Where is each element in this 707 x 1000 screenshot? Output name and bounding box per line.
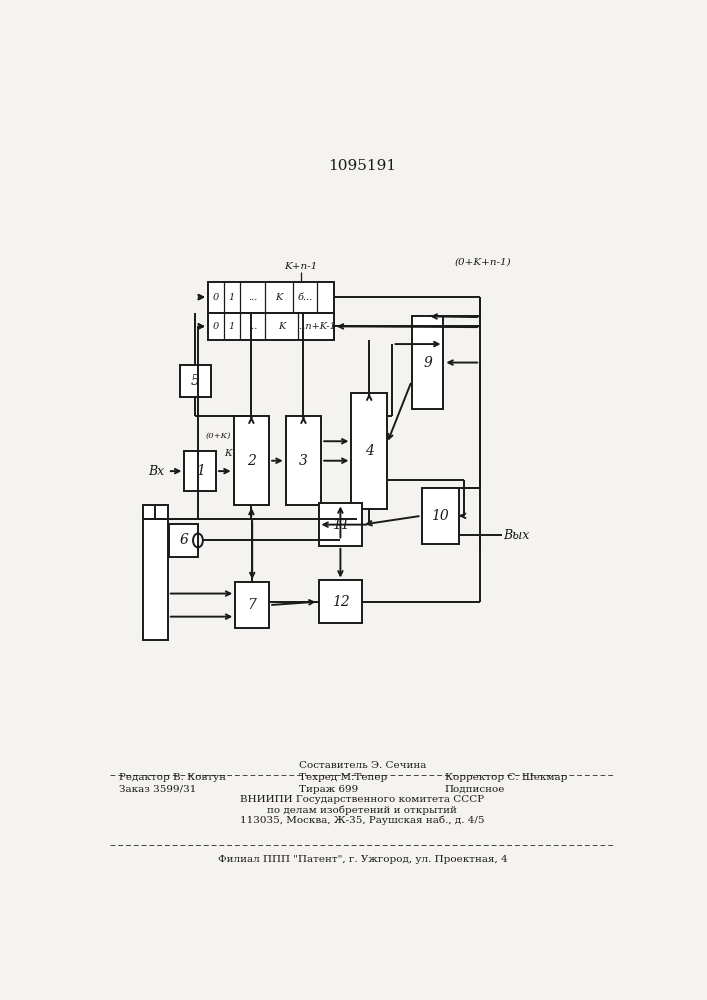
Bar xyxy=(351,393,387,509)
Text: 113035, Москва, Ж-35, Раушская наб., д. 4/5: 113035, Москва, Ж-35, Раушская наб., д. … xyxy=(240,815,484,825)
Text: 9: 9 xyxy=(423,356,432,370)
Text: 3: 3 xyxy=(299,454,308,468)
Text: Филиал ППП "Патент", г. Ужгород, ул. Проектная, 4: Филиал ППП "Патент", г. Ужгород, ул. Про… xyxy=(218,855,507,864)
Text: 7: 7 xyxy=(247,598,257,612)
Bar xyxy=(180,365,211,397)
Text: Заказ 3599/31: Заказ 3599/31 xyxy=(119,785,196,794)
Text: 11: 11 xyxy=(332,518,349,532)
Text: 1: 1 xyxy=(229,322,235,331)
Text: 1: 1 xyxy=(196,464,204,478)
Text: K+n-1: K+n-1 xyxy=(284,262,317,271)
Text: Вх: Вх xyxy=(148,465,165,478)
Text: К: К xyxy=(224,449,231,458)
Text: Подписное: Подписное xyxy=(445,785,505,794)
Text: ...: ... xyxy=(247,322,257,331)
Text: 6: 6 xyxy=(180,533,188,547)
Text: 0: 0 xyxy=(213,322,219,331)
Text: 2: 2 xyxy=(247,454,256,468)
Text: 10: 10 xyxy=(431,509,449,523)
Text: Корректор С. Шекмар: Корректор С. Шекмар xyxy=(445,773,567,782)
Bar xyxy=(233,416,269,505)
Text: ...: ... xyxy=(247,293,257,302)
Bar xyxy=(286,416,321,505)
Text: K: K xyxy=(278,322,286,331)
Text: 1: 1 xyxy=(229,293,235,302)
Text: 4: 4 xyxy=(365,444,373,458)
Text: по делам изобретений и открытий: по делам изобретений и открытий xyxy=(267,805,457,815)
Bar xyxy=(185,451,216,491)
Bar xyxy=(144,505,168,640)
Text: Составитель Э. Сечина: Составитель Э. Сечина xyxy=(298,761,426,770)
Text: 5: 5 xyxy=(191,374,200,388)
Text: ВНИИПИ Государственного комитета СССР: ВНИИПИ Государственного комитета СССР xyxy=(240,795,484,804)
Bar xyxy=(235,582,269,628)
Text: Техред М.Тепер: Техред М.Тепер xyxy=(299,773,387,782)
Text: (0+К): (0+К) xyxy=(206,432,231,440)
Text: (0+K+n-1): (0+K+n-1) xyxy=(455,258,511,267)
Bar xyxy=(170,524,198,557)
Bar xyxy=(319,580,363,623)
Text: 0: 0 xyxy=(213,293,219,302)
Text: б...: б... xyxy=(298,293,312,302)
Bar xyxy=(319,503,363,546)
Text: 12: 12 xyxy=(332,595,349,609)
Text: Тираж 699: Тираж 699 xyxy=(299,785,358,794)
Text: Вых: Вых xyxy=(503,529,530,542)
Bar xyxy=(208,312,334,340)
Bar xyxy=(208,282,334,312)
Bar xyxy=(411,316,443,409)
Bar xyxy=(421,488,459,543)
Text: K: K xyxy=(276,293,283,302)
Text: ...n+K-1: ...n+K-1 xyxy=(296,322,336,331)
Text: Редактор В. Ковтун: Редактор В. Ковтун xyxy=(119,773,226,782)
Text: 1095191: 1095191 xyxy=(328,159,397,173)
